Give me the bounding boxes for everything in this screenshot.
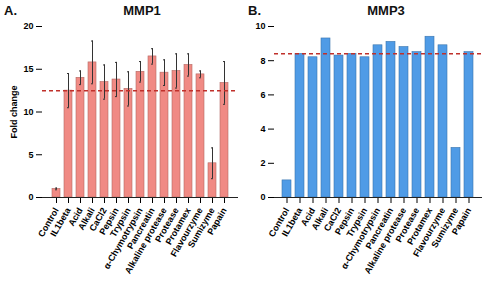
html-text:MMP3: MMP3 (367, 3, 405, 18)
svg-text:Trypsin: Trypsin (108, 205, 133, 239)
svg-text:Papain: Papain (450, 206, 473, 237)
svg-text:8: 8 (260, 56, 265, 66)
svg-text:Control: Control (36, 205, 61, 239)
svg-text:Papain: Papain (205, 206, 228, 237)
svg-text:6: 6 (260, 90, 265, 100)
svg-text:5: 5 (28, 150, 33, 160)
svg-text:Alkaline protease: Alkaline protease (362, 205, 409, 276)
svg-text:Protamex: Protamex (163, 205, 193, 247)
svg-text:10: 10 (23, 107, 33, 117)
svg-text:Pepsin: Pepsin (332, 205, 357, 237)
svg-text:IL1beta: IL1beta (48, 205, 73, 239)
svg-text:CaCl2: CaCl2 (87, 205, 109, 233)
svg-text:0: 0 (260, 192, 265, 202)
svg-text:Control: Control (266, 205, 292, 239)
svg-text:Acid: Acid (66, 205, 85, 228)
svg-text:Fold change: Fold change (9, 85, 19, 138)
html-text:A.: A. (4, 3, 17, 18)
svg-text:Alkaline protease: Alkaline protease (122, 205, 169, 276)
svg-text:α-Chymotrypsin: α-Chymotrypsin (339, 205, 383, 271)
svg-text:α-Chymotrypsin: α-Chymotrypsin (101, 205, 145, 271)
svg-text:15: 15 (23, 64, 33, 74)
html-text:MMP1: MMP1 (123, 3, 161, 18)
svg-text:Acid: Acid (298, 205, 318, 228)
svg-text:Pepsin: Pepsin (97, 205, 121, 237)
svg-text:Sumizyme: Sumizyme (185, 205, 217, 250)
svg-text:Sumizyme: Sumizyme (429, 205, 461, 250)
svg-text:CaCl2: CaCl2 (321, 205, 344, 233)
svg-text:Pancreatin: Pancreatin (125, 205, 157, 251)
svg-text:Protamex: Protamex (405, 205, 435, 247)
svg-text:10: 10 (255, 21, 265, 31)
svg-text:0: 0 (28, 192, 33, 202)
svg-text:Pancreatin: Pancreatin (363, 205, 396, 251)
svg-text:2: 2 (260, 158, 265, 168)
html-text:B.: B. (248, 3, 261, 18)
svg-text:Alkali: Alkali (309, 205, 331, 232)
svg-text:Flavourzyme: Flavourzyme (168, 205, 205, 259)
svg-text:Protease: Protease (153, 205, 181, 244)
svg-text:Flavourzyme: Flavourzyme (411, 205, 448, 259)
svg-text:Trypsin: Trypsin (344, 205, 370, 239)
svg-text:20: 20 (23, 21, 33, 31)
svg-text:4: 4 (260, 124, 265, 134)
svg-text:Protease: Protease (393, 205, 422, 244)
svg-text:IL1beta: IL1beta (279, 205, 305, 239)
svg-text:Alkali: Alkali (76, 205, 97, 232)
